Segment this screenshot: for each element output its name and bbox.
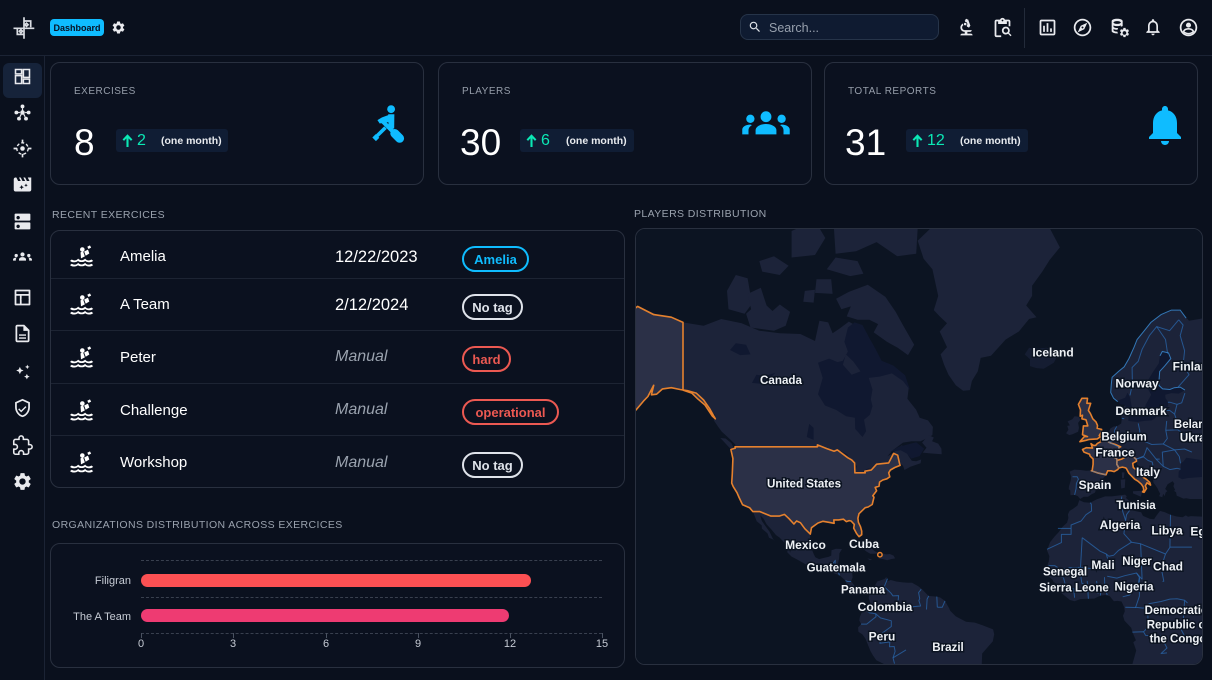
svg-text:Senegal: Senegal — [1043, 567, 1087, 579]
svg-text:the Congo: the Congo — [1150, 634, 1203, 646]
svg-text:Colombia: Colombia — [858, 600, 913, 614]
svg-text:Ukraine: Ukraine — [1180, 433, 1203, 445]
svg-text:Cuba: Cuba — [849, 537, 879, 551]
svg-text:Egypt: Egypt — [1190, 525, 1203, 539]
svg-text:Peru: Peru — [869, 630, 896, 644]
svg-text:Niger: Niger — [1122, 556, 1152, 568]
svg-text:Belgium: Belgium — [1101, 432, 1146, 444]
svg-text:Algeria: Algeria — [1100, 518, 1141, 532]
svg-text:Spain: Spain — [1079, 478, 1112, 492]
svg-text:Iceland: Iceland — [1032, 346, 1073, 360]
svg-text:Panama: Panama — [841, 585, 886, 597]
svg-text:Republic of: Republic of — [1147, 620, 1203, 632]
svg-text:United States: United States — [767, 478, 841, 491]
svg-text:Libya: Libya — [1151, 524, 1183, 538]
svg-text:Mali: Mali — [1091, 558, 1114, 572]
svg-text:Brazil: Brazil — [932, 641, 964, 654]
svg-text:Nigeria: Nigeria — [1115, 582, 1155, 594]
svg-text:Italy: Italy — [1136, 465, 1160, 479]
svg-text:Canada: Canada — [760, 374, 802, 387]
svg-text:Chad: Chad — [1153, 560, 1183, 574]
svg-text:France: France — [1095, 446, 1135, 460]
svg-text:Belarus: Belarus — [1174, 419, 1203, 431]
svg-text:Norway: Norway — [1115, 377, 1159, 391]
svg-text:Democratic: Democratic — [1145, 605, 1203, 617]
svg-text:Denmark: Denmark — [1115, 404, 1167, 418]
svg-text:Sierra Leone: Sierra Leone — [1039, 583, 1109, 595]
svg-text:Mexico: Mexico — [785, 538, 826, 552]
svg-text:Tunisia: Tunisia — [1116, 500, 1156, 512]
svg-text:Finland: Finland — [1173, 360, 1203, 374]
svg-text:Guatemala: Guatemala — [807, 563, 866, 575]
